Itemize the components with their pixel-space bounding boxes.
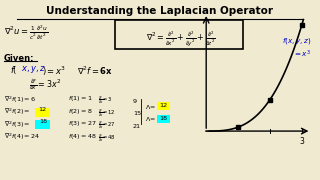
Text: $) = x^3$: $) = x^3$: [42, 64, 66, 78]
Text: 15: 15: [133, 111, 141, 116]
Bar: [157, 102, 170, 110]
Text: $f(3)=27$: $f(3)=27$: [68, 120, 96, 129]
Text: 21: 21: [133, 124, 141, 129]
Text: 9: 9: [133, 99, 137, 104]
Text: Given:: Given:: [4, 54, 34, 63]
Text: $= x^3$: $= x^3$: [293, 49, 311, 60]
Text: 18: 18: [159, 116, 167, 121]
Bar: [116, 20, 243, 49]
Text: $\nabla^2 f(3)=$: $\nabla^2 f(3)=$: [4, 120, 30, 130]
Text: $\Lambda\!=\!$: $\Lambda\!=\!$: [145, 102, 156, 111]
Text: $\nabla^2 f(4)=24$: $\nabla^2 f(4)=24$: [4, 132, 40, 142]
Text: $\frac{\partial f}{\partial x}\!=\!27$: $\frac{\partial f}{\partial x}\!=\!27$: [98, 120, 116, 131]
Text: $f(x,y,z)$: $f(x,y,z)$: [282, 36, 311, 46]
Text: $\frac{\partial f}{\partial x}\!=\!48$: $\frac{\partial f}{\partial x}\!=\!48$: [98, 132, 116, 144]
Text: $x,y,z$: $x,y,z$: [21, 64, 47, 75]
Text: $f(4)=48$: $f(4)=48$: [68, 132, 96, 141]
Bar: [157, 114, 170, 123]
Text: $\frac{\partial f}{\partial x}\!=\!3$: $\frac{\partial f}{\partial x}\!=\!3$: [98, 94, 112, 106]
Text: $\nabla^2 = \frac{\partial^2}{\partial x^2} + \frac{\partial^2}{\partial y^2} + : $\nabla^2 = \frac{\partial^2}{\partial x…: [146, 29, 216, 48]
Bar: [35, 107, 50, 117]
Text: $\nabla^2 f = \mathbf{6x}$: $\nabla^2 f = \mathbf{6x}$: [77, 64, 113, 76]
Text: $f(2)=8$: $f(2)=8$: [68, 107, 92, 116]
Text: $\nabla^2 f(1)=6$: $\nabla^2 f(1)=6$: [4, 94, 36, 105]
Text: $f($: $f($: [10, 64, 18, 76]
Text: $\nabla^2 f(2)=$: $\nabla^2 f(2)=$: [4, 107, 30, 117]
Text: $\Lambda\!=\!$: $\Lambda\!=\!$: [145, 115, 156, 123]
Text: $\frac{\partial f}{\partial x}\!=\!12$: $\frac{\partial f}{\partial x}\!=\!12$: [98, 107, 116, 119]
Text: 12: 12: [39, 107, 47, 112]
Text: Understanding the Laplacian Operator: Understanding the Laplacian Operator: [46, 6, 274, 16]
Text: $\nabla^2 u = \frac{1}{c^2} \frac{\partial^2 u}{\partial t^2}$: $\nabla^2 u = \frac{1}{c^2} \frac{\parti…: [4, 24, 48, 42]
Bar: [35, 120, 50, 129]
Text: 12: 12: [159, 103, 167, 108]
Text: $\frac{\partial f}{\partial x} = 3x^2$: $\frac{\partial f}{\partial x} = 3x^2$: [29, 77, 62, 91]
Text: 18: 18: [39, 120, 47, 125]
Text: $f(1)=1$: $f(1)=1$: [68, 94, 92, 103]
Text: 3: 3: [299, 137, 304, 146]
